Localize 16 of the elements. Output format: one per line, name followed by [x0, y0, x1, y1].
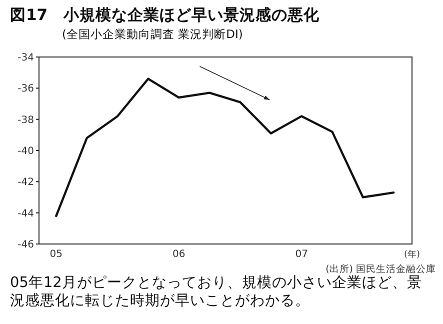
- x-tick-label: 06: [172, 249, 186, 260]
- y-tick-label: -34: [18, 52, 34, 64]
- y-tick-label: -40: [18, 146, 34, 157]
- y-tick-label: -38: [18, 114, 34, 126]
- x-tick-label: 07: [295, 249, 308, 260]
- y-tick-label: -42: [18, 177, 34, 188]
- y-tick-label: -44: [18, 208, 34, 220]
- chart-title: 図17 小規模な企業ほど早い景況感の悪化: [10, 6, 321, 24]
- chart-subtitle: (全国小企業動向調査 業況判断DI): [62, 27, 243, 41]
- x-axis-title: (年): [404, 249, 420, 260]
- line-series: [55, 78, 395, 218]
- x-tick-label: 05: [50, 249, 63, 260]
- text: (出所) 国民生活金融公庫: [326, 263, 436, 275]
- text: 05年12月がピークとなっており、規模の小さい企業ほど、景況感悪化に転じた時期が早いことがわかる。: [10, 274, 423, 310]
- y-tick-label: -46: [18, 240, 34, 250]
- y-tick-label: -36: [18, 84, 34, 95]
